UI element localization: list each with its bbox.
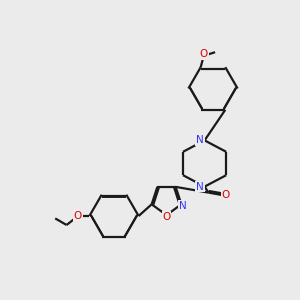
Text: N: N (196, 182, 204, 192)
Text: O: O (200, 49, 208, 59)
Text: O: O (162, 212, 171, 222)
Text: N: N (179, 201, 186, 211)
Text: O: O (74, 211, 82, 221)
Text: N: N (196, 135, 204, 146)
Text: O: O (221, 190, 230, 200)
